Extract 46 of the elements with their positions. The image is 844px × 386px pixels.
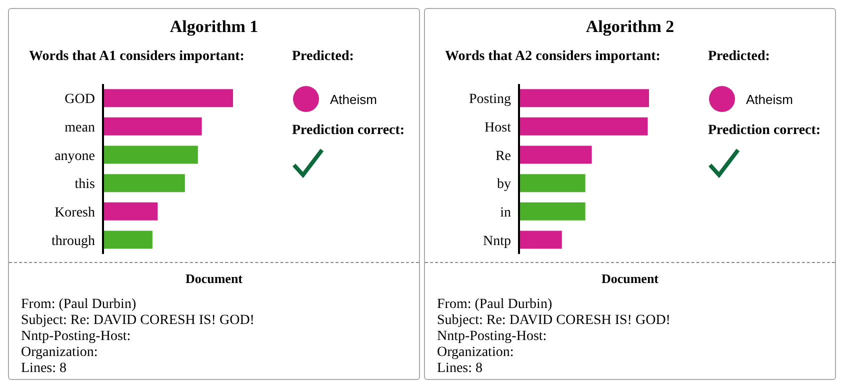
y-tick-label: Host (484, 120, 512, 136)
bar (103, 117, 202, 136)
bar (519, 174, 586, 192)
bar (103, 230, 152, 249)
bar (103, 146, 198, 164)
bar (519, 202, 586, 220)
y-tick-label: by (497, 177, 511, 192)
text: Document (184, 271, 244, 287)
bar (519, 89, 649, 108)
text: Lines: 8 (21, 361, 68, 377)
text: Predicted: (708, 49, 770, 65)
text: Prediction correct: (708, 123, 821, 139)
y-tick-label: in (500, 205, 511, 220)
text: Predicted: (292, 49, 354, 65)
y-tick-label: GOD (64, 92, 95, 108)
text: Nntp-Posting-Host: (21, 329, 132, 345)
text: Atheism (746, 92, 793, 106)
text: Atheism (330, 92, 377, 106)
text: Organization: (21, 345, 99, 361)
chart-title: Algorithm 2 (584, 17, 676, 37)
text: Prediction correct: (292, 123, 405, 139)
text: Nntp-Posting-Host: (437, 329, 548, 345)
bar (103, 89, 233, 108)
chart-subtitle: Words that A1 considers important: (29, 49, 244, 65)
text: From: (Paul Durbin) (21, 297, 138, 313)
bar (103, 174, 185, 192)
y-tick-label: through (51, 234, 95, 249)
bar (519, 230, 562, 249)
text: Organization: (437, 345, 515, 361)
y-tick-label: Posting (468, 92, 511, 108)
y-tick-label: Koresh (54, 205, 95, 220)
y-tick-label: Nntp (483, 234, 511, 249)
y-tick-label: Re (495, 148, 511, 164)
text: Subject: Re: DAVID CORESH IS! GOD! (437, 313, 670, 329)
text: From: (Paul Durbin) (437, 297, 554, 313)
text: Document (600, 271, 660, 287)
text: Subject: Re: DAVID CORESH IS! GOD! (21, 313, 254, 329)
bar (519, 117, 648, 136)
bar (103, 202, 158, 220)
bar (519, 146, 592, 164)
chart-subtitle: Words that A2 considers important: (445, 49, 660, 65)
text: Lines: 8 (437, 361, 484, 377)
chart-title: Algorithm 1 (168, 17, 260, 37)
y-tick-label: mean (64, 120, 95, 136)
y-tick-label: this (74, 177, 95, 192)
y-tick-label: anyone (54, 148, 95, 164)
